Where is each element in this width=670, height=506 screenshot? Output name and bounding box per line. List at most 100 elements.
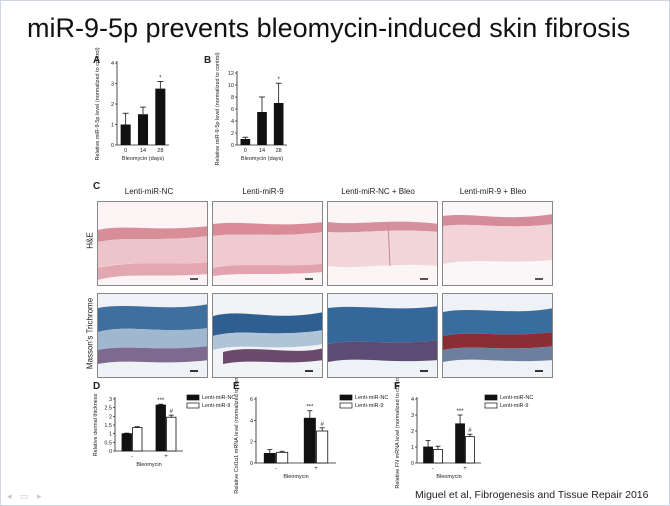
y-tick-label: 0 — [250, 461, 253, 467]
y-tick-label: 1 — [109, 432, 112, 438]
y-tick-label: 4 — [111, 61, 114, 67]
x-axis-label: Bleomycin — [436, 474, 461, 480]
panel-letter: F — [394, 381, 400, 392]
y-tick-label: 1.5 — [104, 423, 112, 429]
panel-letter: B — [204, 55, 211, 66]
significance-mark: *** — [306, 405, 314, 411]
x-tick-label: 14 — [140, 148, 146, 154]
legend-label: Lenti-miR-NC — [202, 395, 235, 401]
y-tick-label: 10 — [228, 83, 234, 89]
x-tick-label: + — [463, 466, 467, 472]
micro-column-label: Lenti-miR-9 + Bleo — [459, 187, 527, 196]
bar — [455, 423, 465, 464]
bar — [423, 446, 433, 464]
bar — [120, 124, 131, 145]
panel-letter: D — [93, 381, 100, 392]
micro-column-label: Lenti-miR-NC — [124, 187, 174, 196]
y-tick-label: 2 — [231, 131, 234, 137]
legend-label: Lenti-miR-NC — [500, 395, 533, 401]
bar — [465, 436, 475, 464]
x-tick-label: 14 — [259, 148, 265, 154]
x-tick-label: 0 — [244, 148, 247, 154]
y-tick-label: 0.5 — [104, 440, 112, 446]
y-axis-label: Relative miR-9-5p level (normalized to c… — [95, 47, 101, 160]
bar — [166, 416, 177, 452]
y-tick-label: 2.5 — [104, 406, 112, 412]
micro-row-label: H&E — [85, 232, 95, 249]
y-axis-label: Relative FN mRNA level (normalized to co… — [395, 373, 401, 488]
x-tick-label: - — [131, 454, 133, 460]
bar — [132, 427, 143, 452]
bar — [155, 404, 166, 452]
legend-swatch — [339, 394, 353, 401]
bar — [137, 114, 149, 145]
x-tick-label: - — [275, 466, 277, 472]
slide-nav-icons: ◂ ▭ ▸ — [7, 491, 45, 501]
panel-letter: A — [93, 55, 100, 66]
panel-letter: E — [233, 381, 240, 392]
y-tick-label: 4 — [231, 119, 234, 125]
y-tick-label: 0 — [111, 143, 114, 149]
y-tick-label: 2 — [250, 440, 253, 446]
y-tick-label: 8 — [231, 95, 234, 101]
x-axis-label: Bleomycin — [283, 474, 308, 480]
x-tick-label: 28 — [276, 148, 282, 154]
y-tick-label: 3 — [111, 82, 114, 88]
bar — [276, 451, 289, 464]
legend-label: Lenti-miR-9 — [202, 403, 230, 409]
y-tick-label: 4 — [250, 418, 253, 424]
legend-swatch — [484, 394, 498, 401]
x-tick-label: + — [164, 454, 168, 460]
legend-swatch — [186, 402, 200, 409]
y-tick-label: 3 — [411, 413, 414, 419]
bar — [121, 433, 132, 452]
masson-image-miR-9-bleo — [442, 293, 553, 378]
y-tick-label: 0 — [109, 449, 112, 455]
legend-label: Lenti-miR-NC — [355, 395, 388, 401]
y-tick-label: 6 — [250, 397, 253, 403]
bar — [257, 112, 267, 145]
masson-image-miR-9 — [212, 293, 323, 378]
y-axis-label: Relative dermal thickness — [93, 393, 99, 456]
significance-mark: # — [320, 422, 324, 428]
masson-image-miR-NC — [97, 293, 208, 378]
legend-label: Lenti-miR-9 — [355, 403, 383, 409]
significance-mark: *** — [157, 398, 165, 404]
bar — [316, 430, 329, 464]
y-tick-label: 2 — [111, 102, 114, 108]
bar — [433, 448, 443, 464]
x-axis-label: Bleomycin (days) — [241, 156, 283, 162]
y-tick-label: 1 — [411, 445, 414, 451]
bar — [273, 103, 284, 145]
x-axis-label: Bleomycin (days) — [122, 156, 164, 162]
significance-mark: *** — [457, 409, 465, 415]
legend-swatch — [186, 394, 200, 401]
microscopy-panel: C Lenti-miR-NC Lenti-miR-9 Lenti-miR-NC … — [86, 181, 553, 386]
significance-mark: # — [170, 409, 174, 415]
slide-title: miR-9-5p prevents bleomycin-induced skin… — [27, 13, 631, 43]
y-tick-label: 2 — [109, 414, 112, 420]
y-tick-label: 2 — [411, 429, 414, 435]
bar — [240, 139, 251, 145]
he-image-miR-NC — [97, 201, 208, 286]
he-image-miR-9 — [212, 201, 323, 286]
micro-column-label: Lenti-miR-NC + Bleo — [341, 187, 415, 196]
panel-letter: C — [93, 181, 101, 192]
significance-mark: # — [468, 428, 472, 434]
bar — [263, 452, 276, 464]
y-tick-label: 3 — [109, 397, 112, 403]
micro-row-label: Masson's Trichrome — [85, 297, 95, 370]
bar — [155, 88, 166, 145]
x-axis-label: Bleomycin — [136, 462, 161, 468]
y-tick-label: 12 — [228, 71, 234, 77]
significance-mark: * — [277, 77, 280, 83]
bar — [303, 417, 316, 464]
legend-swatch — [339, 402, 353, 409]
y-tick-label: 6 — [231, 107, 234, 113]
y-tick-label: 0 — [231, 143, 234, 149]
x-tick-label: + — [314, 466, 318, 472]
citation: Miguel et al, Fibrogenesis and Tissue Re… — [415, 489, 649, 501]
y-axis-label: Relative Col1α1 mRNA level (normalized t… — [234, 368, 240, 494]
